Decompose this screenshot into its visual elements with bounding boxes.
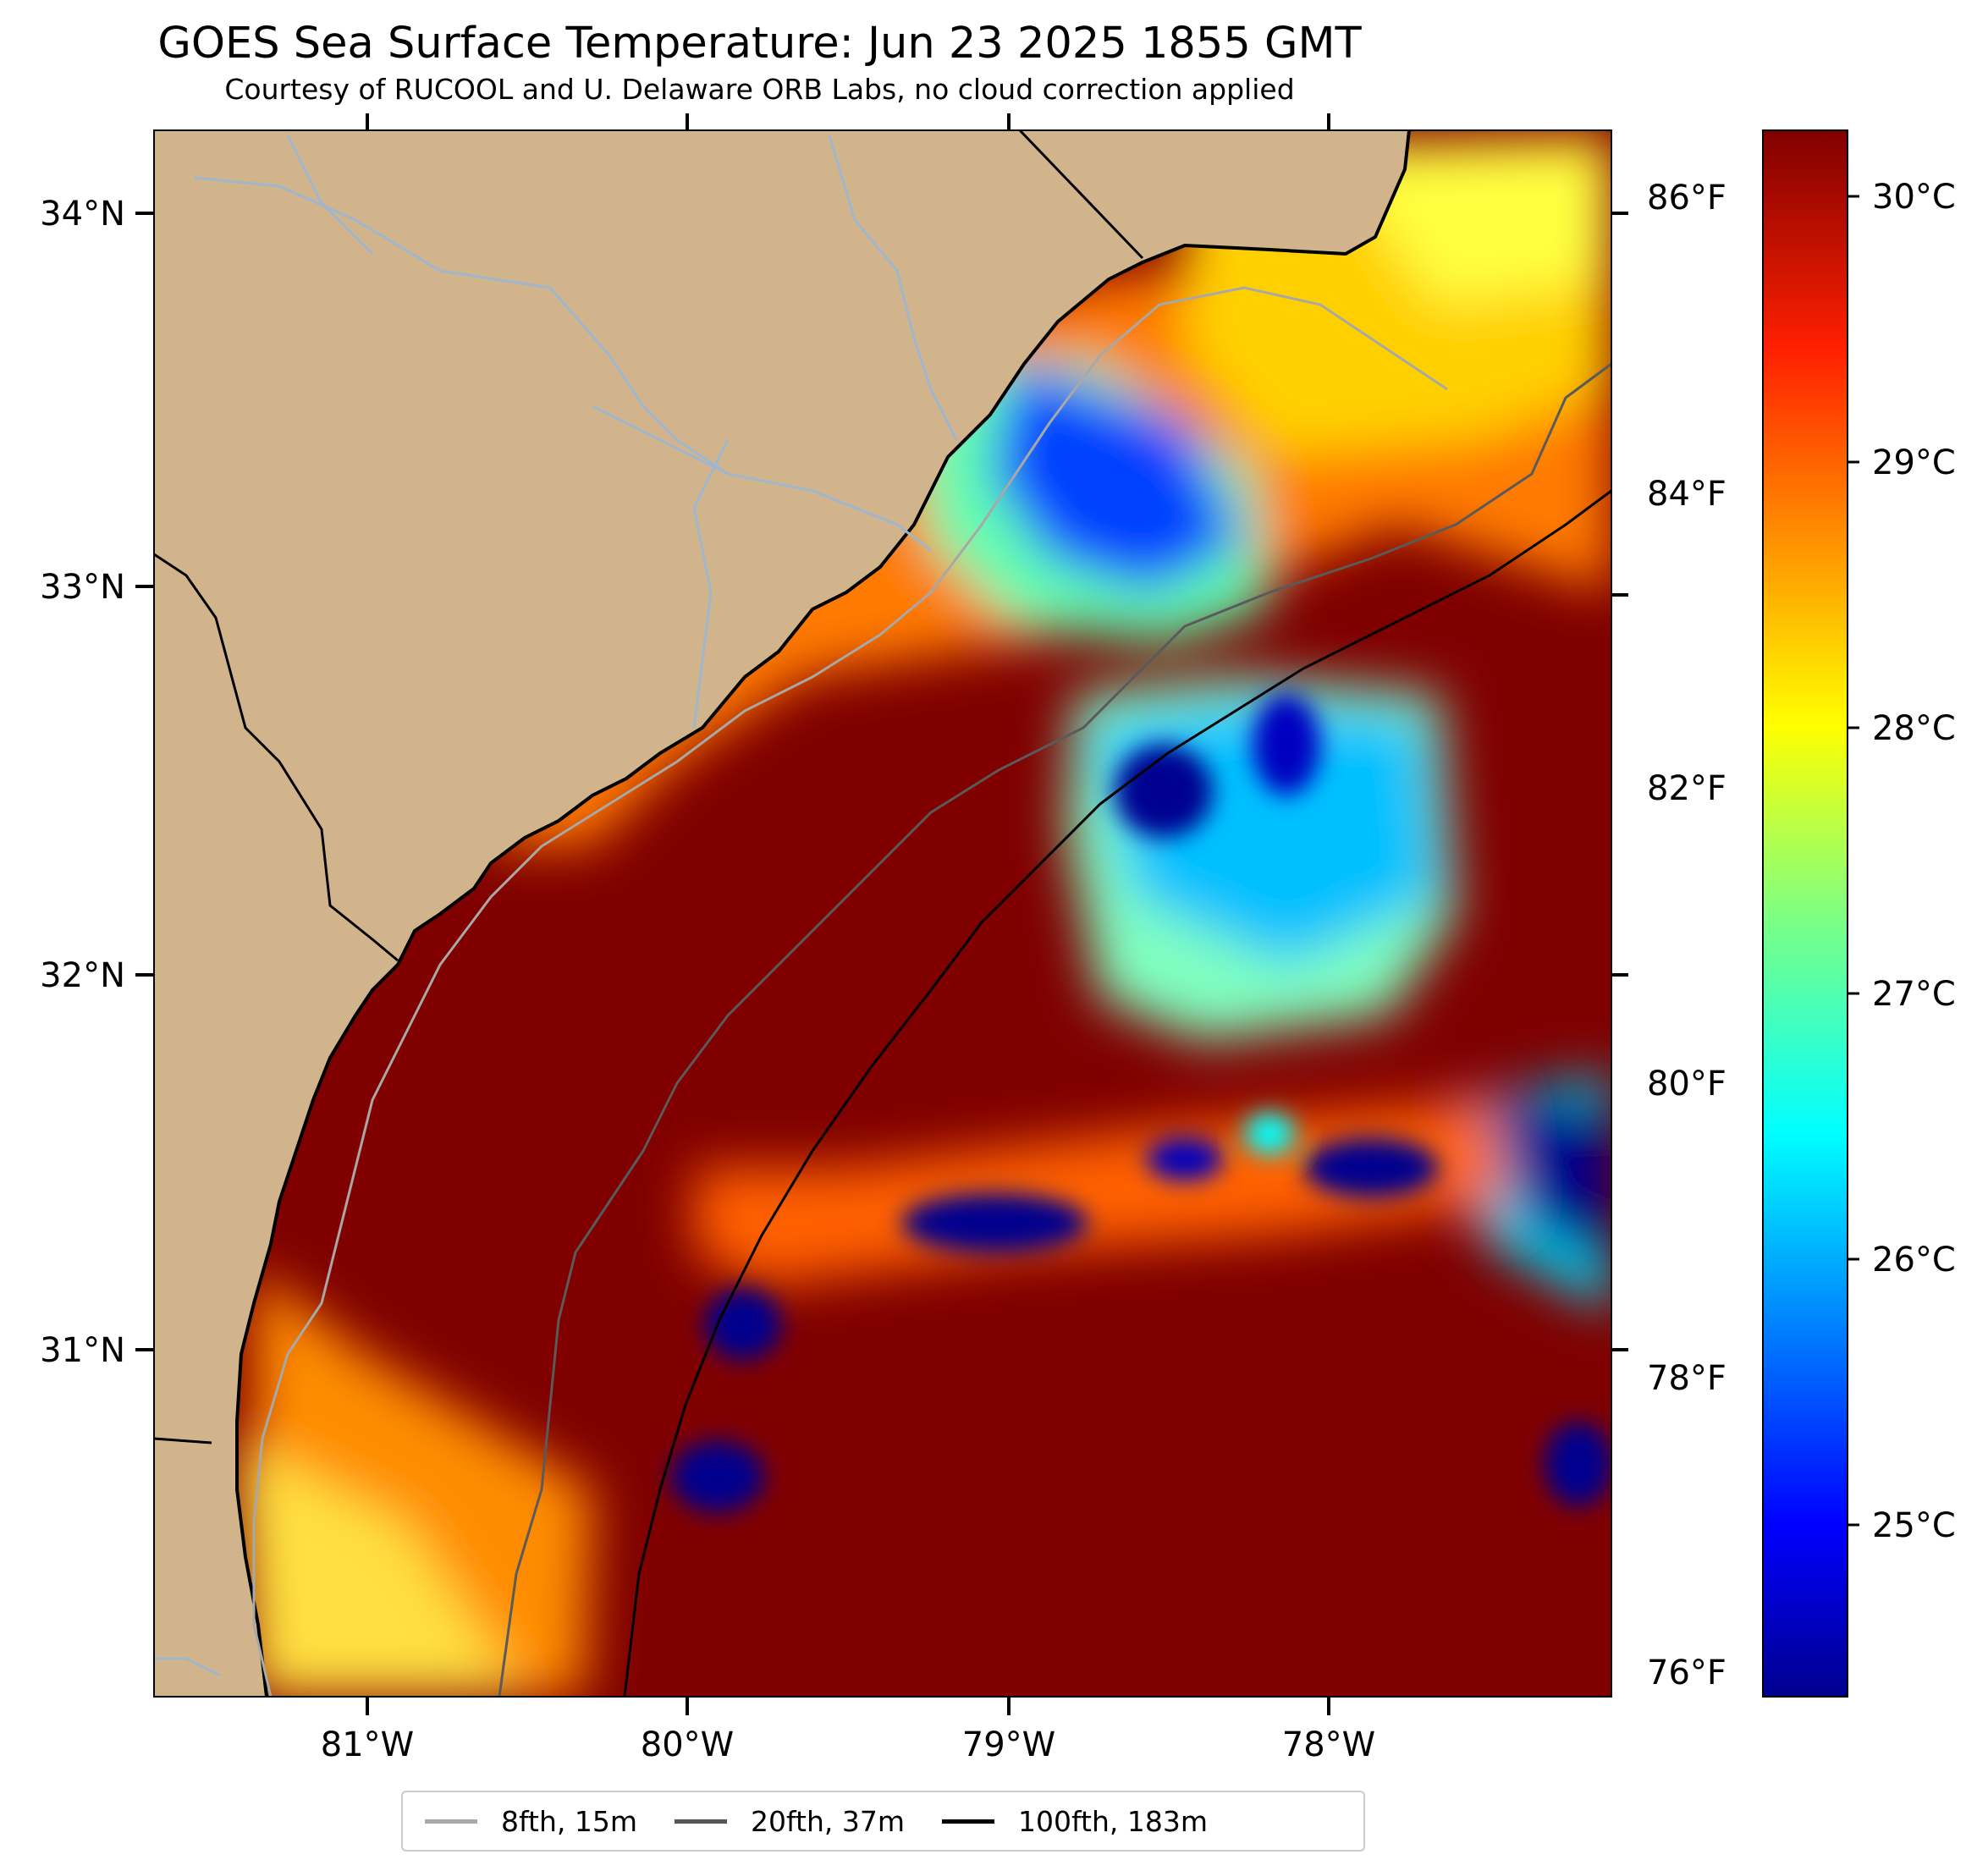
c-tick-26: 26°C [1872, 1241, 1956, 1279]
c-tick-28: 28°C [1872, 709, 1956, 748]
isobath-20fth [498, 362, 1611, 1697]
legend-item-8fth: 8fth, 15m [425, 1805, 637, 1838]
map-frame [153, 129, 1612, 1698]
legend-swatch-20fth [675, 1819, 728, 1824]
legend-label-8fth: 8fth, 15m [501, 1804, 638, 1838]
f-tick-80: 80°F [1647, 1065, 1726, 1103]
lat-tick-33: 33°N [40, 568, 125, 607]
f-tick-76: 76°F [1647, 1654, 1726, 1692]
legend-label-20fth: 20fth, 37m [751, 1804, 906, 1838]
c-tick-29: 29°C [1872, 443, 1956, 482]
lon-tick-79: 79°W [962, 1725, 1055, 1764]
coastline [235, 130, 1411, 1697]
lat-tick-31: 31°N [40, 1331, 125, 1370]
isobaths [252, 286, 1611, 1697]
top-ticks [366, 113, 1330, 130]
lon-tick-78: 78°W [1282, 1725, 1375, 1764]
colorbar [1762, 129, 1848, 1698]
land [154, 130, 1409, 1697]
fahrenheit-axis [1611, 212, 1628, 1351]
lat-axis [135, 212, 154, 1351]
legend-swatch-8fth [425, 1819, 477, 1824]
legend-swatch-100fth [942, 1819, 995, 1824]
isobath-100fth [623, 489, 1611, 1697]
lon-axis [366, 1697, 1330, 1715]
legend-label-100fth: 100fth, 183m [1018, 1804, 1209, 1838]
rivers [154, 135, 958, 1677]
f-tick-84: 84°F [1647, 475, 1726, 514]
f-tick-78: 78°F [1647, 1359, 1726, 1398]
legend-item-100fth: 100fth, 183m [942, 1805, 1208, 1838]
lat-tick-32: 32°N [40, 956, 125, 995]
isobath-8fth [252, 286, 1448, 1697]
colorbar-ticks [1848, 195, 1859, 1527]
legend-item-20fth: 20fth, 37m [675, 1805, 905, 1838]
lat-tick-34: 34°N [40, 195, 125, 234]
c-tick-30: 30°C [1872, 178, 1956, 217]
map-panel [154, 130, 1611, 1697]
f-tick-86: 86°F [1647, 179, 1726, 217]
c-tick-27: 27°C [1872, 975, 1956, 1014]
state-boundaries [154, 130, 1144, 1445]
f-tick-82: 82°F [1647, 769, 1726, 808]
lon-tick-80: 80°W [641, 1725, 734, 1764]
lon-tick-81: 81°W [321, 1725, 414, 1764]
legend: 8fth, 15m 20fth, 37m 100fth, 183m [401, 1791, 1365, 1852]
map-subtitle: Courtesy of RUCOOL and U. Delaware ORB L… [224, 73, 1295, 106]
c-tick-25: 25°C [1872, 1506, 1956, 1545]
map-title: GOES Sea Surface Temperature: Jun 23 202… [157, 19, 1362, 69]
